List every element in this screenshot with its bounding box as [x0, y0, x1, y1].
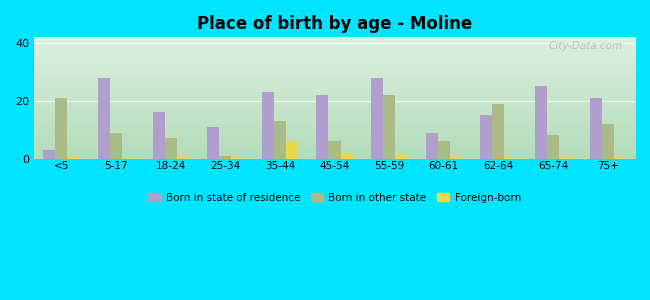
- Bar: [164, 138, 177, 159]
- Legend: Born in state of residence, Born in other state, Foreign-born: Born in state of residence, Born in othe…: [144, 188, 525, 207]
- Bar: [110, 133, 122, 159]
- Bar: [317, 95, 328, 159]
- Bar: [602, 124, 614, 159]
- Bar: [231, 158, 243, 159]
- Bar: [219, 156, 231, 159]
- Bar: [535, 86, 547, 159]
- Bar: [122, 158, 134, 159]
- Bar: [480, 115, 493, 159]
- Bar: [55, 98, 68, 159]
- Bar: [286, 141, 298, 159]
- Bar: [274, 121, 286, 159]
- Bar: [547, 136, 559, 159]
- Bar: [504, 158, 517, 159]
- Bar: [395, 154, 407, 159]
- Bar: [590, 98, 602, 159]
- Bar: [426, 133, 437, 159]
- Bar: [153, 112, 164, 159]
- Bar: [328, 141, 341, 159]
- Bar: [614, 158, 626, 159]
- Bar: [559, 158, 571, 159]
- Bar: [371, 78, 383, 159]
- Bar: [437, 141, 450, 159]
- Text: City-Data.com: City-Data.com: [549, 41, 623, 51]
- Bar: [450, 158, 461, 159]
- Bar: [383, 95, 395, 159]
- Bar: [341, 154, 352, 159]
- Bar: [207, 127, 219, 159]
- Bar: [177, 158, 188, 159]
- Bar: [98, 78, 110, 159]
- Bar: [262, 92, 274, 159]
- Title: Place of birth by age - Moline: Place of birth by age - Moline: [197, 15, 472, 33]
- Bar: [44, 150, 55, 159]
- Bar: [68, 158, 79, 159]
- Bar: [493, 104, 504, 159]
